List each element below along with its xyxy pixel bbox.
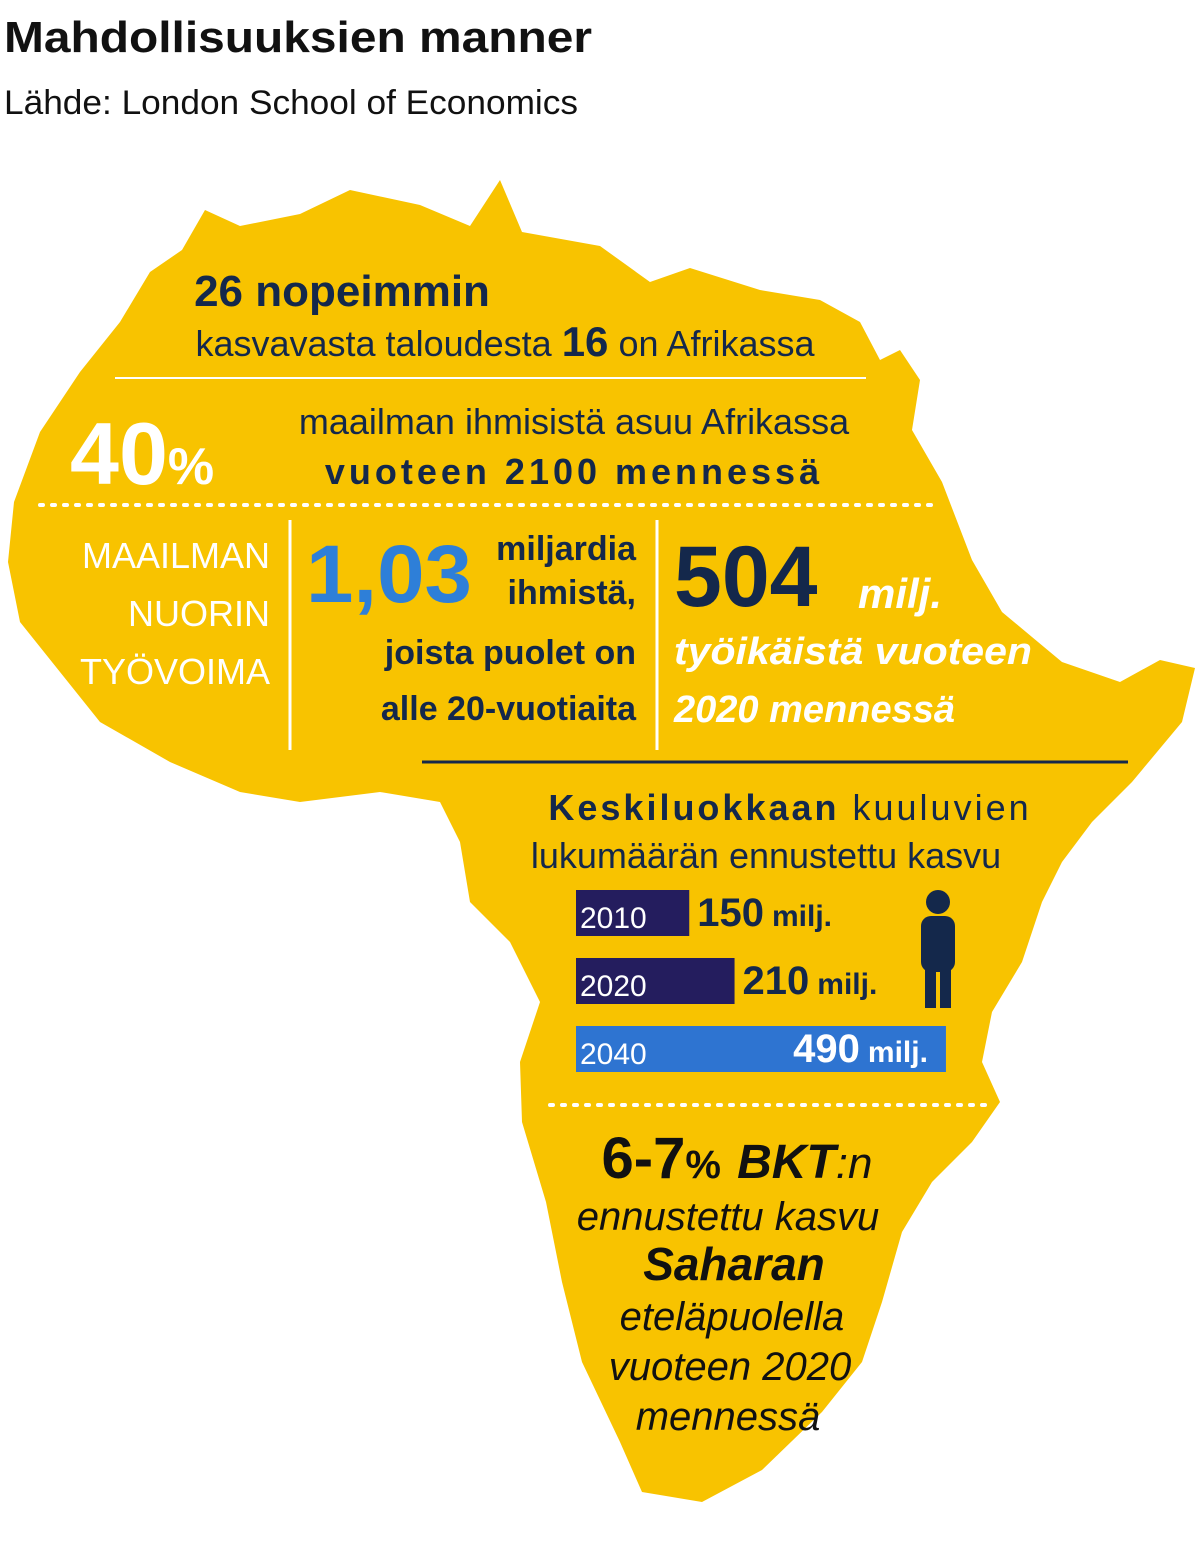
text: lukumäärän ennustettu kasvu — [531, 835, 1001, 876]
big-number: 504 — [674, 529, 818, 625]
text: NUORIN — [128, 593, 270, 634]
title: Mahdollisuuksien manner — [4, 13, 592, 62]
bar-chart: 2010 150 milj.2020 210 milj.2040 490 milj. — [576, 890, 946, 1072]
source: Lähde: London School of Economics — [4, 84, 578, 122]
unit: % — [168, 438, 214, 496]
text: Saharan — [643, 1238, 825, 1290]
text: :n — [836, 1139, 873, 1188]
count: 16 — [562, 318, 609, 365]
number: 6-7 — [602, 1126, 686, 1191]
gdp-headline: 6-7% BKT:n — [602, 1126, 873, 1191]
number: 40 — [70, 404, 168, 503]
text: mennessä — [636, 1395, 821, 1439]
year-label: 2020 — [580, 970, 647, 1003]
text: vuoteen 2100 mennessä — [325, 451, 823, 492]
text: BKT — [737, 1136, 839, 1189]
text: kuuluvien — [853, 787, 1032, 828]
text: vuoteen 2020 — [609, 1345, 851, 1389]
text: ennustettu kasvu — [577, 1195, 879, 1239]
year-label: 2010 — [580, 902, 647, 935]
unit: milj. — [868, 1036, 928, 1069]
section-title: Keskiluokkaan kuuluvien — [548, 787, 1031, 828]
headline: 26 nopeimmin — [194, 267, 490, 316]
africa-map — [8, 180, 1195, 1502]
value-label: 490 milj. — [793, 1027, 928, 1071]
value-label: 210 milj. — [743, 959, 878, 1003]
text: on Afrikassa — [618, 323, 815, 364]
value: 490 — [793, 1027, 860, 1071]
text: eteläpuolella — [620, 1295, 845, 1339]
bar — [576, 958, 735, 1004]
text: työikäistä vuoteen — [674, 631, 1032, 673]
unit: milj. — [772, 900, 832, 933]
unit: milj. — [817, 968, 877, 1001]
unit: milj. — [858, 570, 942, 617]
text: miljardia — [496, 530, 637, 568]
year-label: 2040 — [580, 1038, 647, 1071]
value: 150 — [697, 891, 764, 935]
big-number: 40% — [70, 404, 214, 503]
bar — [576, 1026, 946, 1072]
text: maailman ihmisistä asuu Afrikassa — [299, 401, 850, 442]
unit: % — [685, 1143, 721, 1187]
text: TYÖVOIMA — [80, 651, 270, 692]
text: 2020 mennessä — [673, 689, 955, 731]
text: MAAILMAN — [82, 535, 270, 576]
text: Keskiluokkaan — [548, 787, 839, 828]
person-icon — [921, 890, 955, 1008]
value-label: 150 milj. — [697, 891, 832, 935]
economies-line: kasvavasta taloudesta 16 on Afrikassa — [195, 318, 815, 365]
text: alle 20-vuotiaita — [381, 690, 637, 728]
text: joista puolet on — [384, 634, 636, 672]
text: ihmistä, — [508, 574, 636, 612]
bar — [576, 890, 690, 936]
text: kasvavasta taloudesta — [195, 323, 552, 364]
big-number: 1,03 — [306, 529, 472, 620]
value: 210 — [743, 959, 810, 1003]
